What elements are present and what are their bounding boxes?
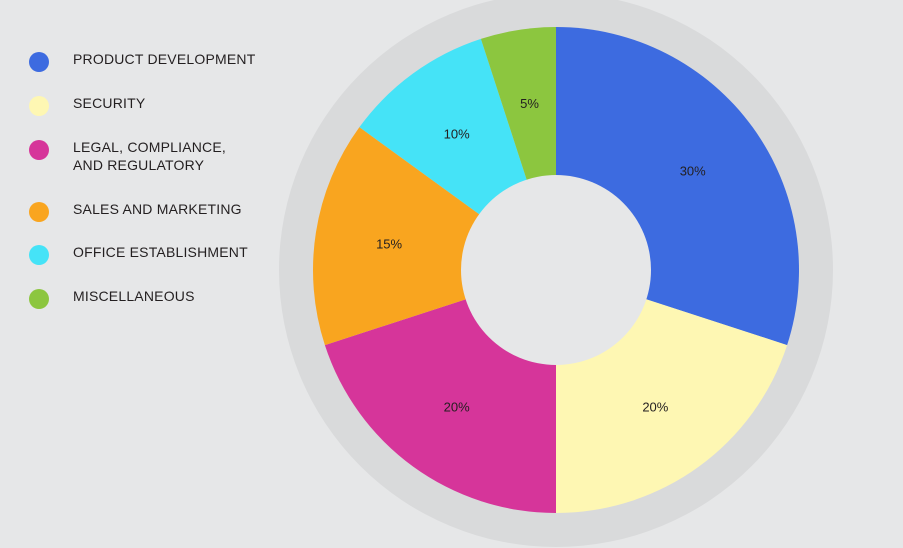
legend-label: OFFICE ESTABLISHMENT xyxy=(73,244,248,260)
data-label: 10% xyxy=(444,126,470,141)
legend-item-sales-marketing: SALES AND MARKETING xyxy=(29,200,242,222)
legend-item-product-development: PRODUCT DEVELOPMENT xyxy=(29,50,255,72)
data-label: 20% xyxy=(444,400,470,415)
legend-item-miscellaneous: MISCELLANEOUS xyxy=(29,287,195,309)
legend-swatch xyxy=(29,245,49,265)
legend-label: SALES AND MARKETING xyxy=(73,201,242,217)
legend-swatch xyxy=(29,140,49,160)
data-label: 30% xyxy=(680,164,706,179)
legend-swatch xyxy=(29,289,49,309)
legend-item-security: SECURITY xyxy=(29,94,145,116)
donut-hole xyxy=(461,175,651,365)
legend-swatch xyxy=(29,96,49,116)
legend-label: PRODUCT DEVELOPMENT xyxy=(73,51,256,67)
pie-slice xyxy=(313,127,556,346)
legend-label: SECURITY xyxy=(73,95,146,111)
legend-label: MISCELLANEOUS xyxy=(73,288,195,304)
data-labels-group: 30% 20% 20% 15% 10% 5% xyxy=(376,96,706,415)
data-label: 5% xyxy=(520,96,539,111)
legend-label: LEGAL, COMPLIANCE, AND REGULATORY xyxy=(73,139,226,173)
data-label: 20% xyxy=(642,400,668,415)
legend-swatch xyxy=(29,202,49,222)
data-label: 15% xyxy=(376,237,402,252)
legend-swatch xyxy=(29,52,49,72)
legend-item-office-establishment: OFFICE ESTABLISHMENT xyxy=(29,243,248,265)
legend-item-legal-compliance: LEGAL, COMPLIANCE, AND REGULATORY xyxy=(29,138,226,174)
